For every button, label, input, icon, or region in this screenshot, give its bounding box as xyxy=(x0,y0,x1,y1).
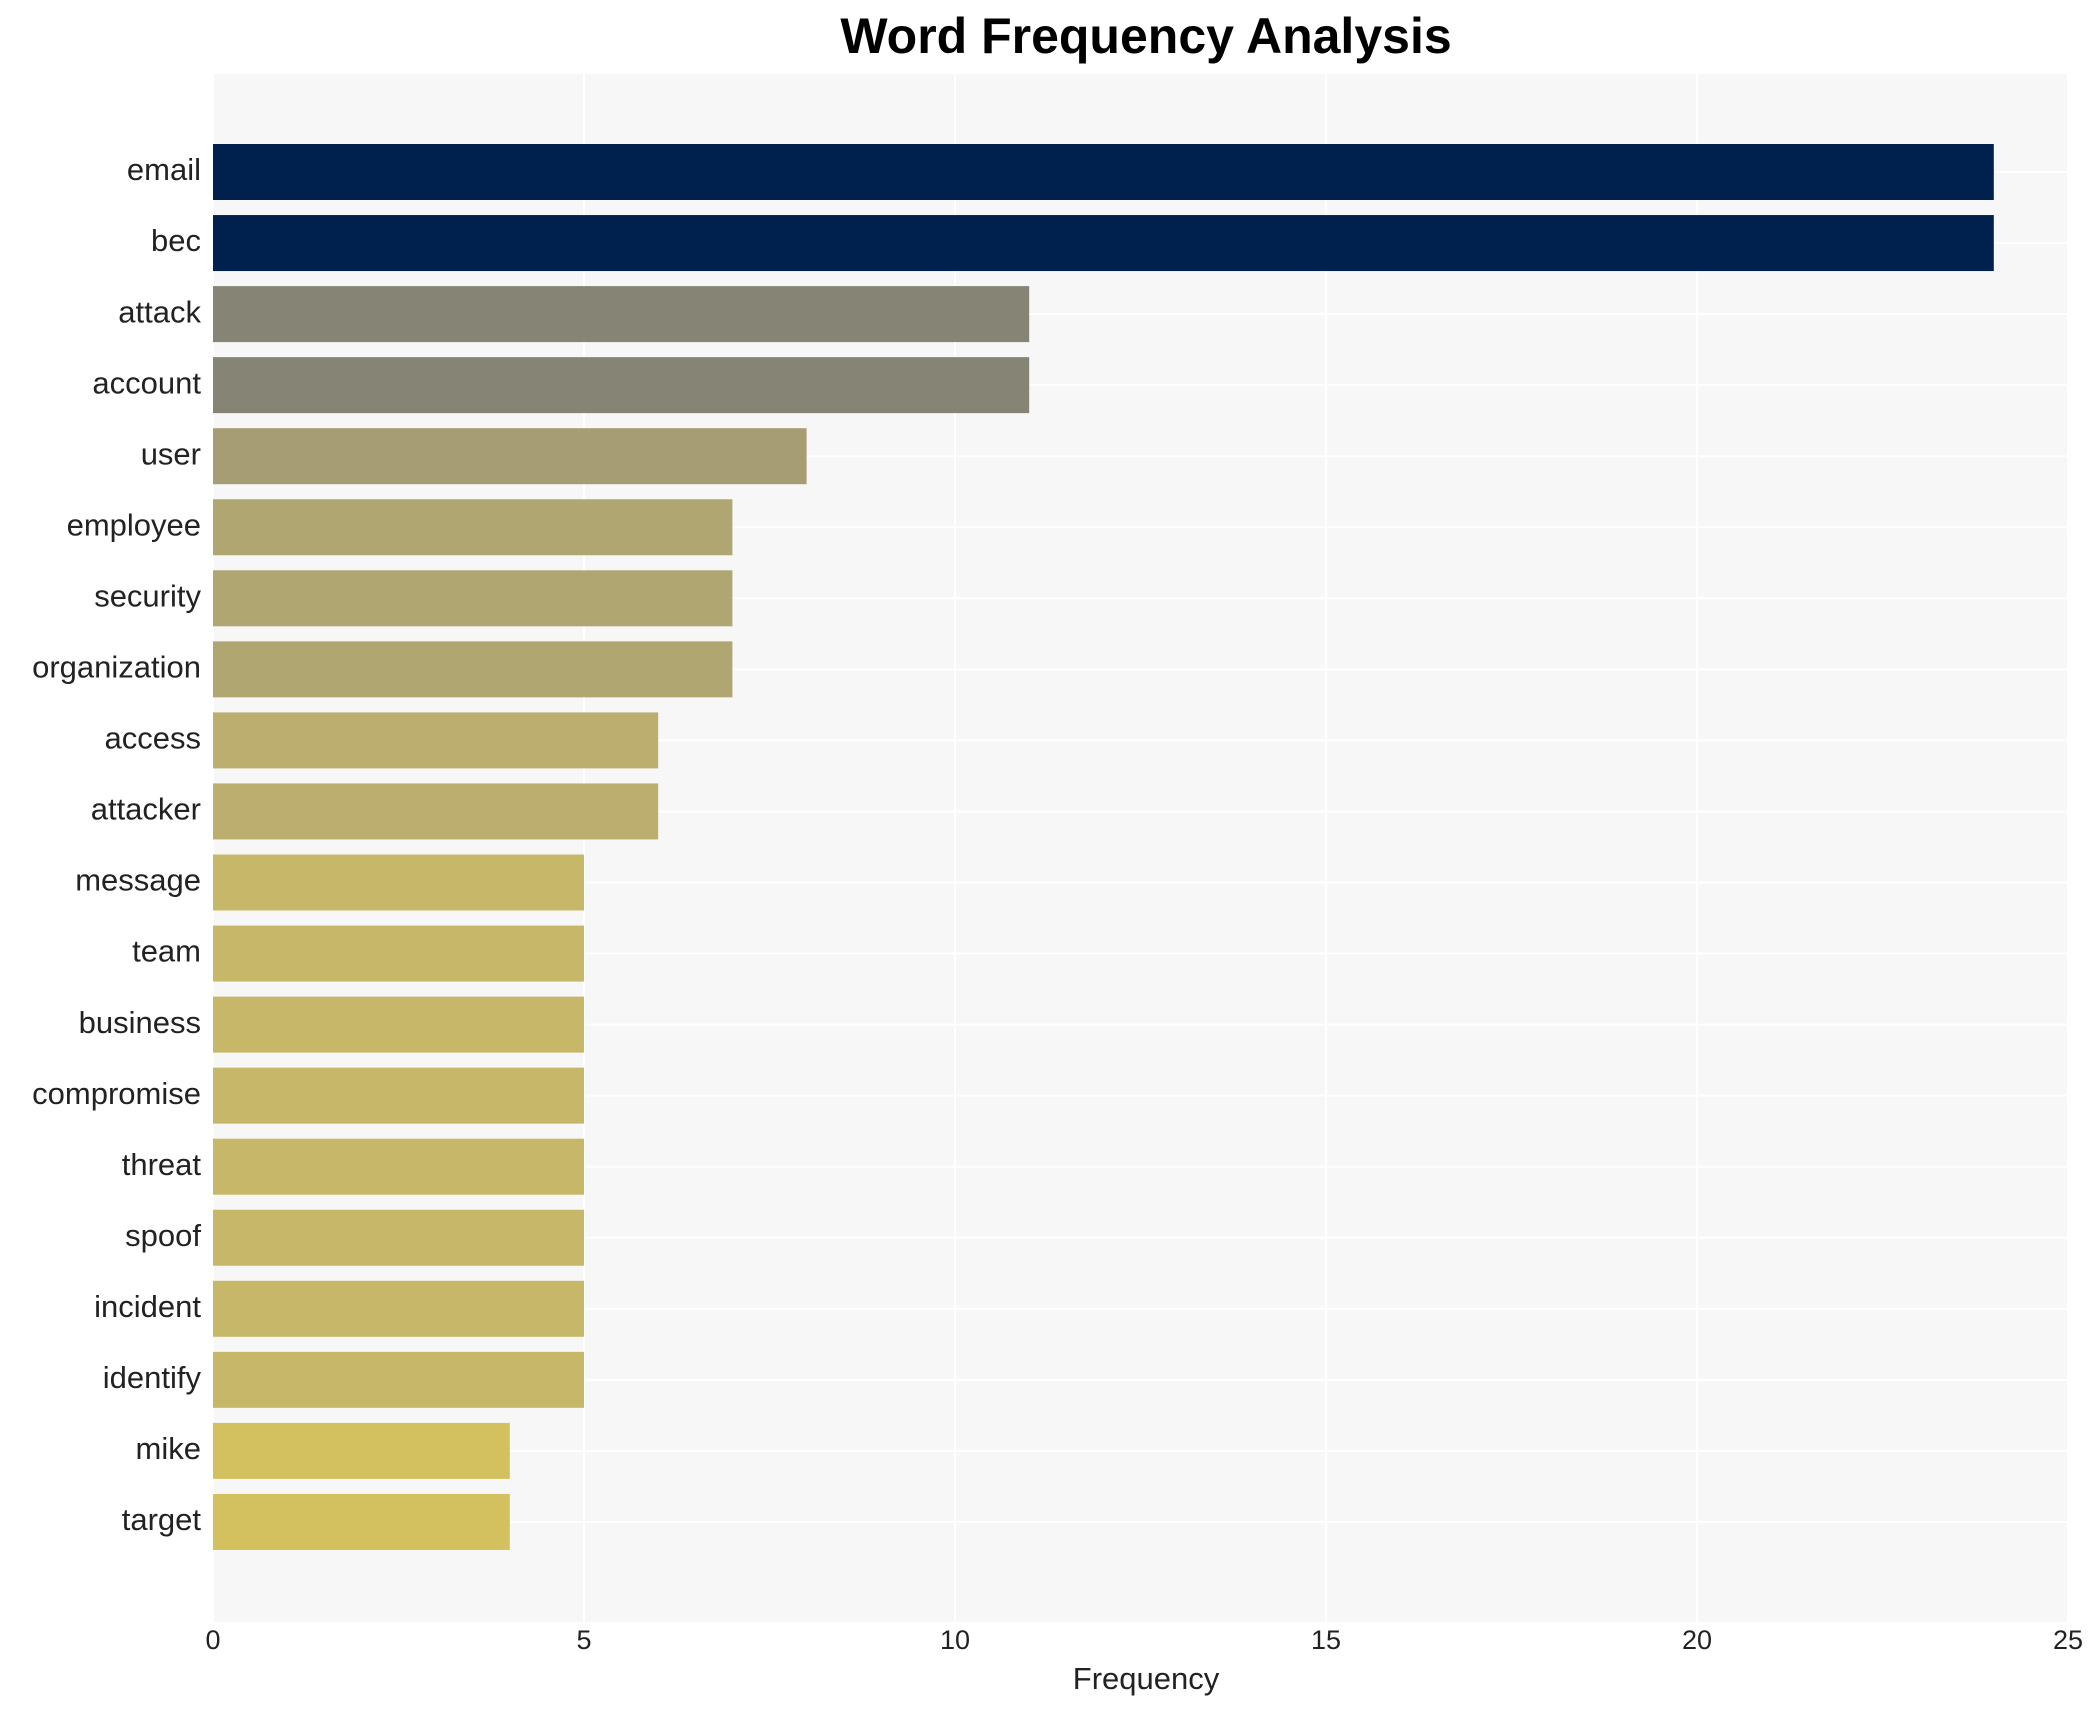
bar xyxy=(213,854,584,911)
bar xyxy=(213,1067,584,1124)
y-tick-label: employee xyxy=(67,507,201,542)
bar xyxy=(213,499,733,556)
bar xyxy=(213,286,1030,343)
bar xyxy=(213,215,1994,272)
y-tick-label: compromise xyxy=(32,1076,201,1111)
y-tick-label: message xyxy=(75,863,201,898)
y-tick-label: spoof xyxy=(125,1218,201,1253)
y-tick-label: organization xyxy=(32,650,201,685)
y-tick-label: bec xyxy=(151,223,201,258)
bar xyxy=(213,1351,584,1408)
y-tick-label: team xyxy=(132,934,201,969)
y-tick-label: security xyxy=(94,578,201,613)
y-tick-label: incident xyxy=(94,1289,201,1324)
bar xyxy=(213,783,659,840)
y-tick-label: user xyxy=(141,436,201,471)
y-tick-label: access xyxy=(105,721,201,756)
x-tick-label: 20 xyxy=(1682,1625,1712,1655)
bar xyxy=(213,996,584,1053)
bar xyxy=(213,144,1994,200)
x-tick-label: 25 xyxy=(2053,1625,2083,1655)
y-tick-label: mike xyxy=(136,1431,201,1466)
y-tick-label: attacker xyxy=(91,792,201,827)
bar xyxy=(213,428,807,485)
bar xyxy=(213,1422,510,1479)
chart-title: Word Frequency Analysis xyxy=(840,8,1451,64)
bar xyxy=(213,570,733,627)
x-tick-label: 0 xyxy=(205,1625,220,1655)
x-tick-label: 15 xyxy=(1311,1625,1341,1655)
bar xyxy=(213,1209,584,1266)
y-tick-label: account xyxy=(92,365,201,400)
x-axis-label: Frequency xyxy=(1073,1661,1220,1696)
bar xyxy=(213,1280,584,1337)
bar xyxy=(213,1493,510,1550)
y-tick-label: email xyxy=(127,152,201,187)
bar xyxy=(213,1138,584,1195)
x-tick-label: 5 xyxy=(576,1625,591,1655)
bar xyxy=(213,641,733,698)
bar xyxy=(213,357,1030,414)
bar xyxy=(213,712,659,769)
x-tick-label: 10 xyxy=(940,1625,970,1655)
y-tick-label: attack xyxy=(118,294,201,329)
y-tick-label: threat xyxy=(122,1147,202,1182)
y-tick-label: target xyxy=(122,1502,202,1537)
y-tick-label: identify xyxy=(103,1360,202,1395)
y-tick-label: business xyxy=(79,1005,201,1040)
bar xyxy=(213,925,584,982)
